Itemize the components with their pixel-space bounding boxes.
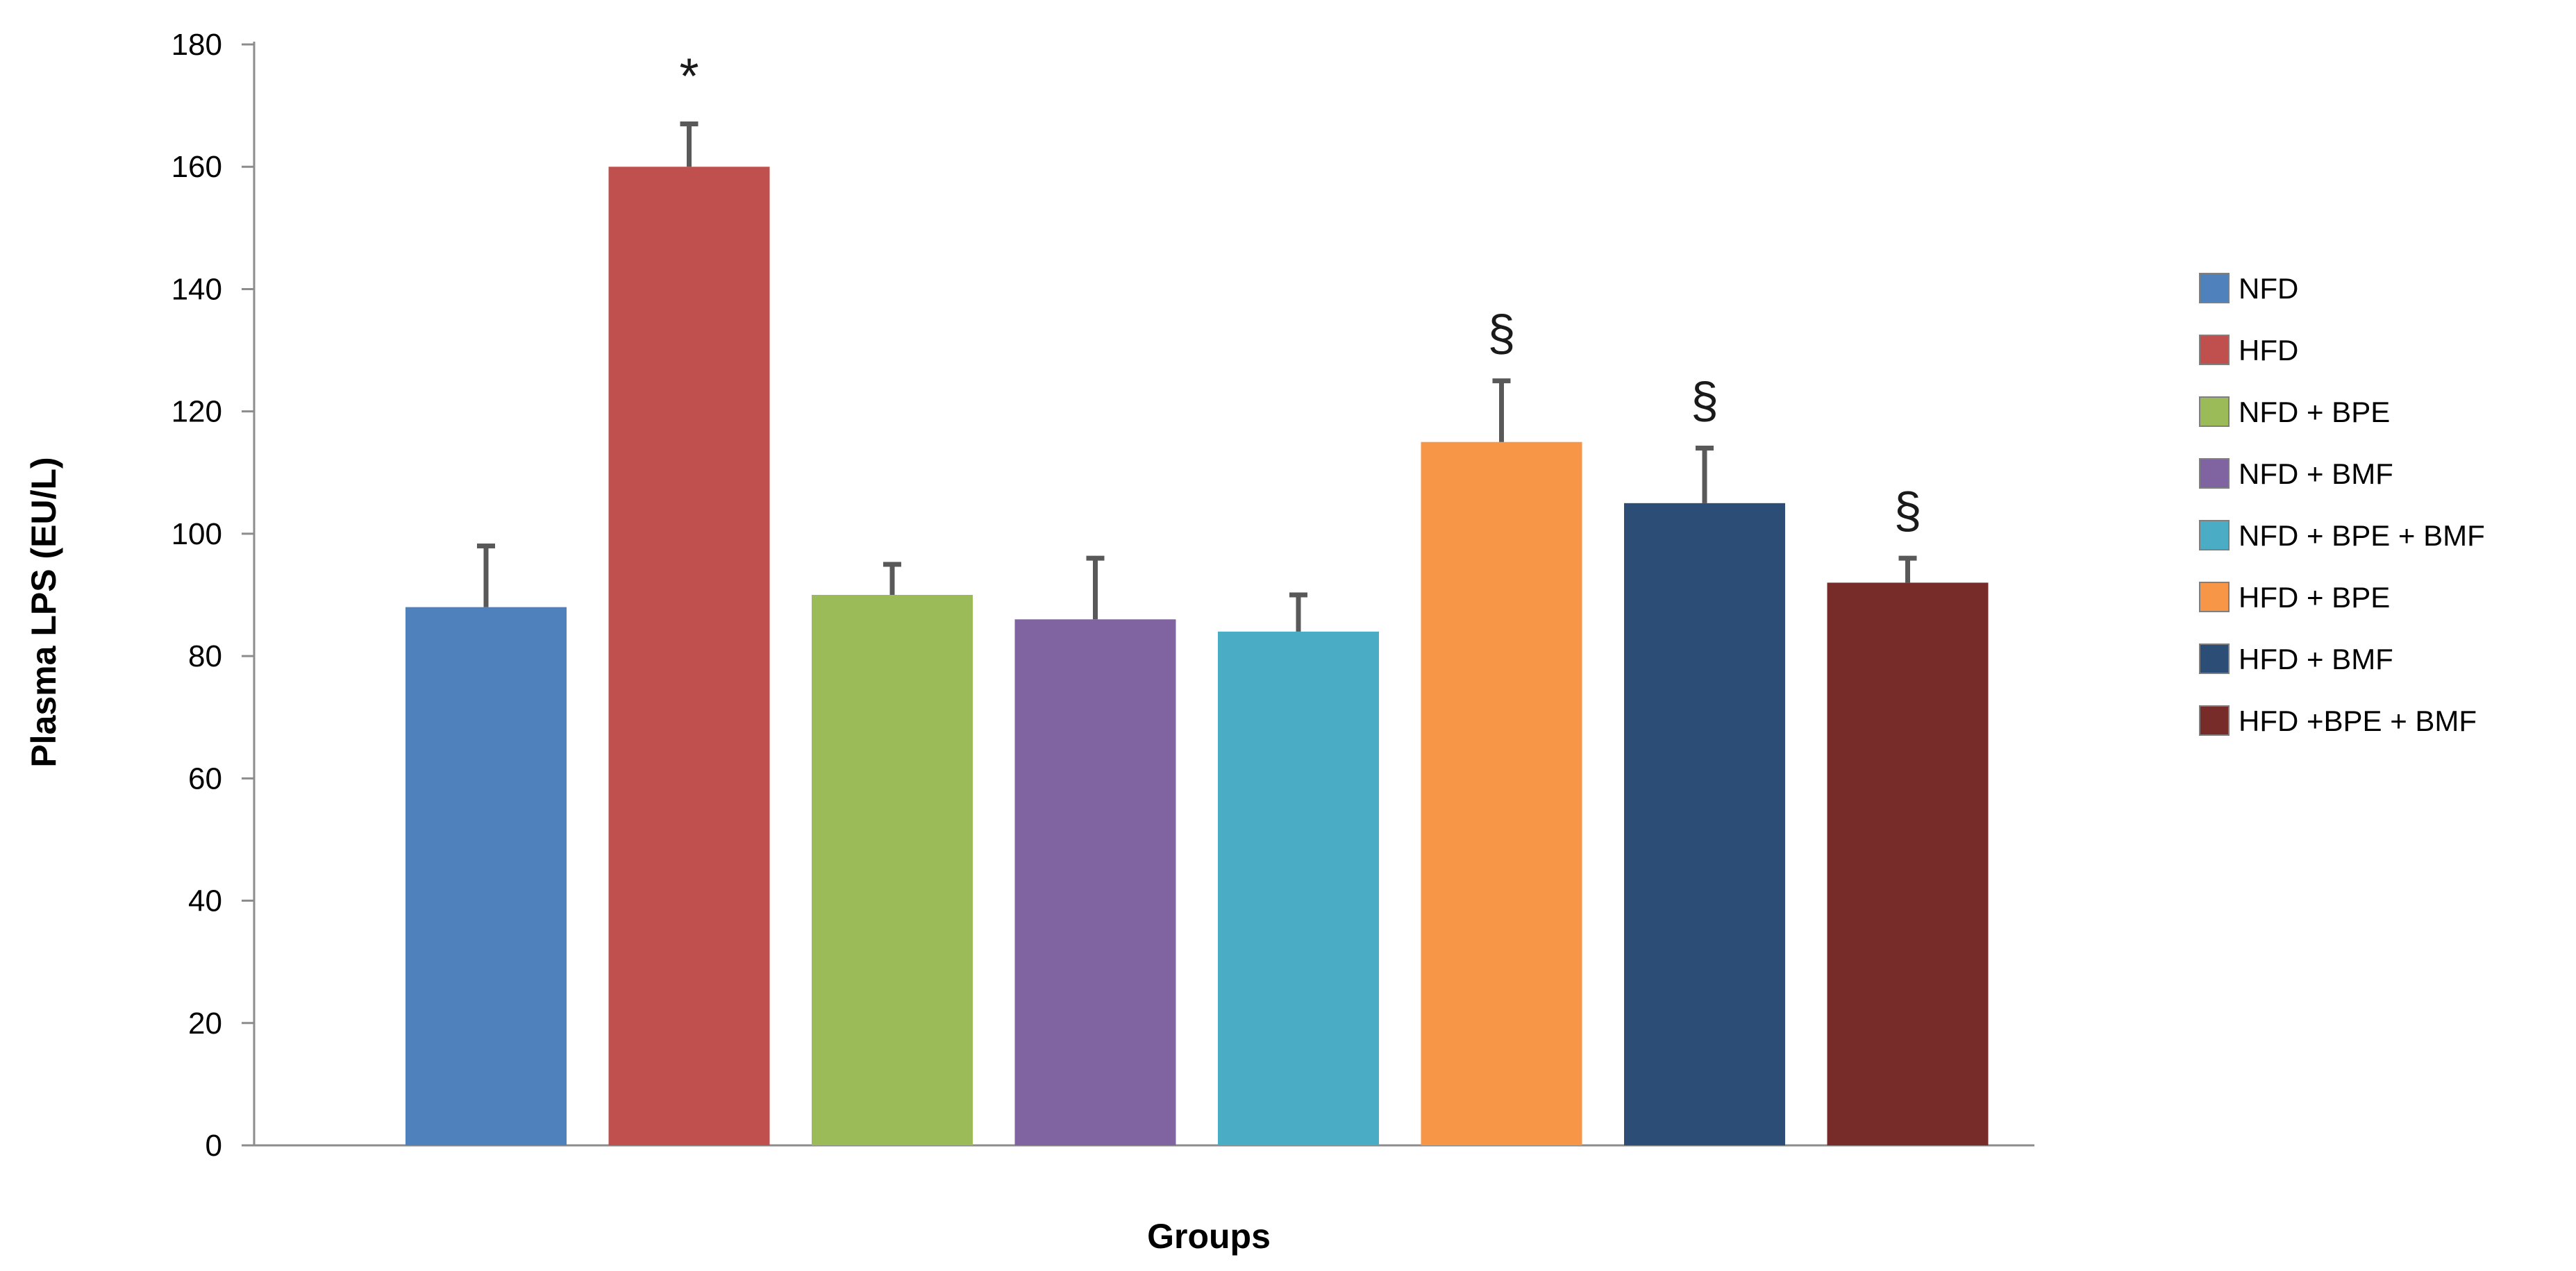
legend-swatch-1 (2199, 273, 2230, 303)
bar-7 (1624, 503, 1785, 1145)
y-tick-label: 100 (172, 517, 222, 551)
y-axis-title: Plasma LPS (EU/L) (24, 457, 63, 767)
bar-4 (1014, 619, 1176, 1145)
y-tick-label: 160 (172, 150, 222, 184)
bar-5 (1218, 631, 1379, 1145)
significance-mark-2: * (679, 49, 699, 105)
bar-6 (1421, 441, 1582, 1145)
legend-label-8: HFD +BPE + BMF (2239, 705, 2477, 737)
y-axis-ticks: 0 20 40 60 80 100 120 140 160 180 (172, 28, 254, 1163)
significance-mark-8: § (1893, 483, 1921, 539)
bar-1 (405, 607, 567, 1145)
legend-swatch-4 (2199, 458, 2230, 489)
bar-2 (608, 167, 770, 1146)
legend-label-6: HFD + BPE (2239, 581, 2390, 614)
bar-8 (1827, 582, 1989, 1145)
legend-swatch-6 (2199, 582, 2230, 612)
bars (405, 167, 1989, 1146)
y-tick-label: 80 (188, 639, 222, 673)
error-bars (477, 121, 1917, 632)
y-tick-label: 120 (172, 395, 222, 429)
legend-label-5: NFD + BPE + BMF (2239, 519, 2485, 552)
legend-swatch-3 (2199, 396, 2230, 427)
x-axis-title: Groups (1147, 1217, 1271, 1256)
legend-label-2: HFD (2239, 334, 2298, 367)
significance-mark-7: § (1691, 373, 1718, 429)
y-tick-label: 0 (206, 1129, 222, 1163)
legend: NFD HFD NFD + BPE NFD + BMF NFD + BPE + BMF H… (2199, 272, 2485, 737)
legend-label-7: HFD + BMF (2239, 643, 2393, 675)
y-tick-label: 180 (172, 28, 222, 62)
legend-swatch-8 (2199, 705, 2230, 736)
y-tick-label: 140 (172, 272, 222, 306)
legend-swatch-2 (2199, 335, 2230, 365)
legend-label-3: NFD + BPE (2239, 396, 2390, 428)
legend-swatch-7 (2199, 643, 2230, 674)
significance-mark-6: § (1487, 306, 1515, 362)
y-tick-label: 60 (188, 761, 222, 796)
legend-label-4: NFD + BMF (2239, 457, 2393, 490)
significance-annotations: * § § § (679, 49, 1921, 539)
legend-label-1: NFD (2239, 272, 2298, 305)
y-tick-label: 20 (188, 1007, 222, 1041)
y-tick-label: 40 (188, 884, 222, 918)
bar-3 (812, 595, 973, 1145)
legend-swatch-5 (2199, 520, 2230, 550)
